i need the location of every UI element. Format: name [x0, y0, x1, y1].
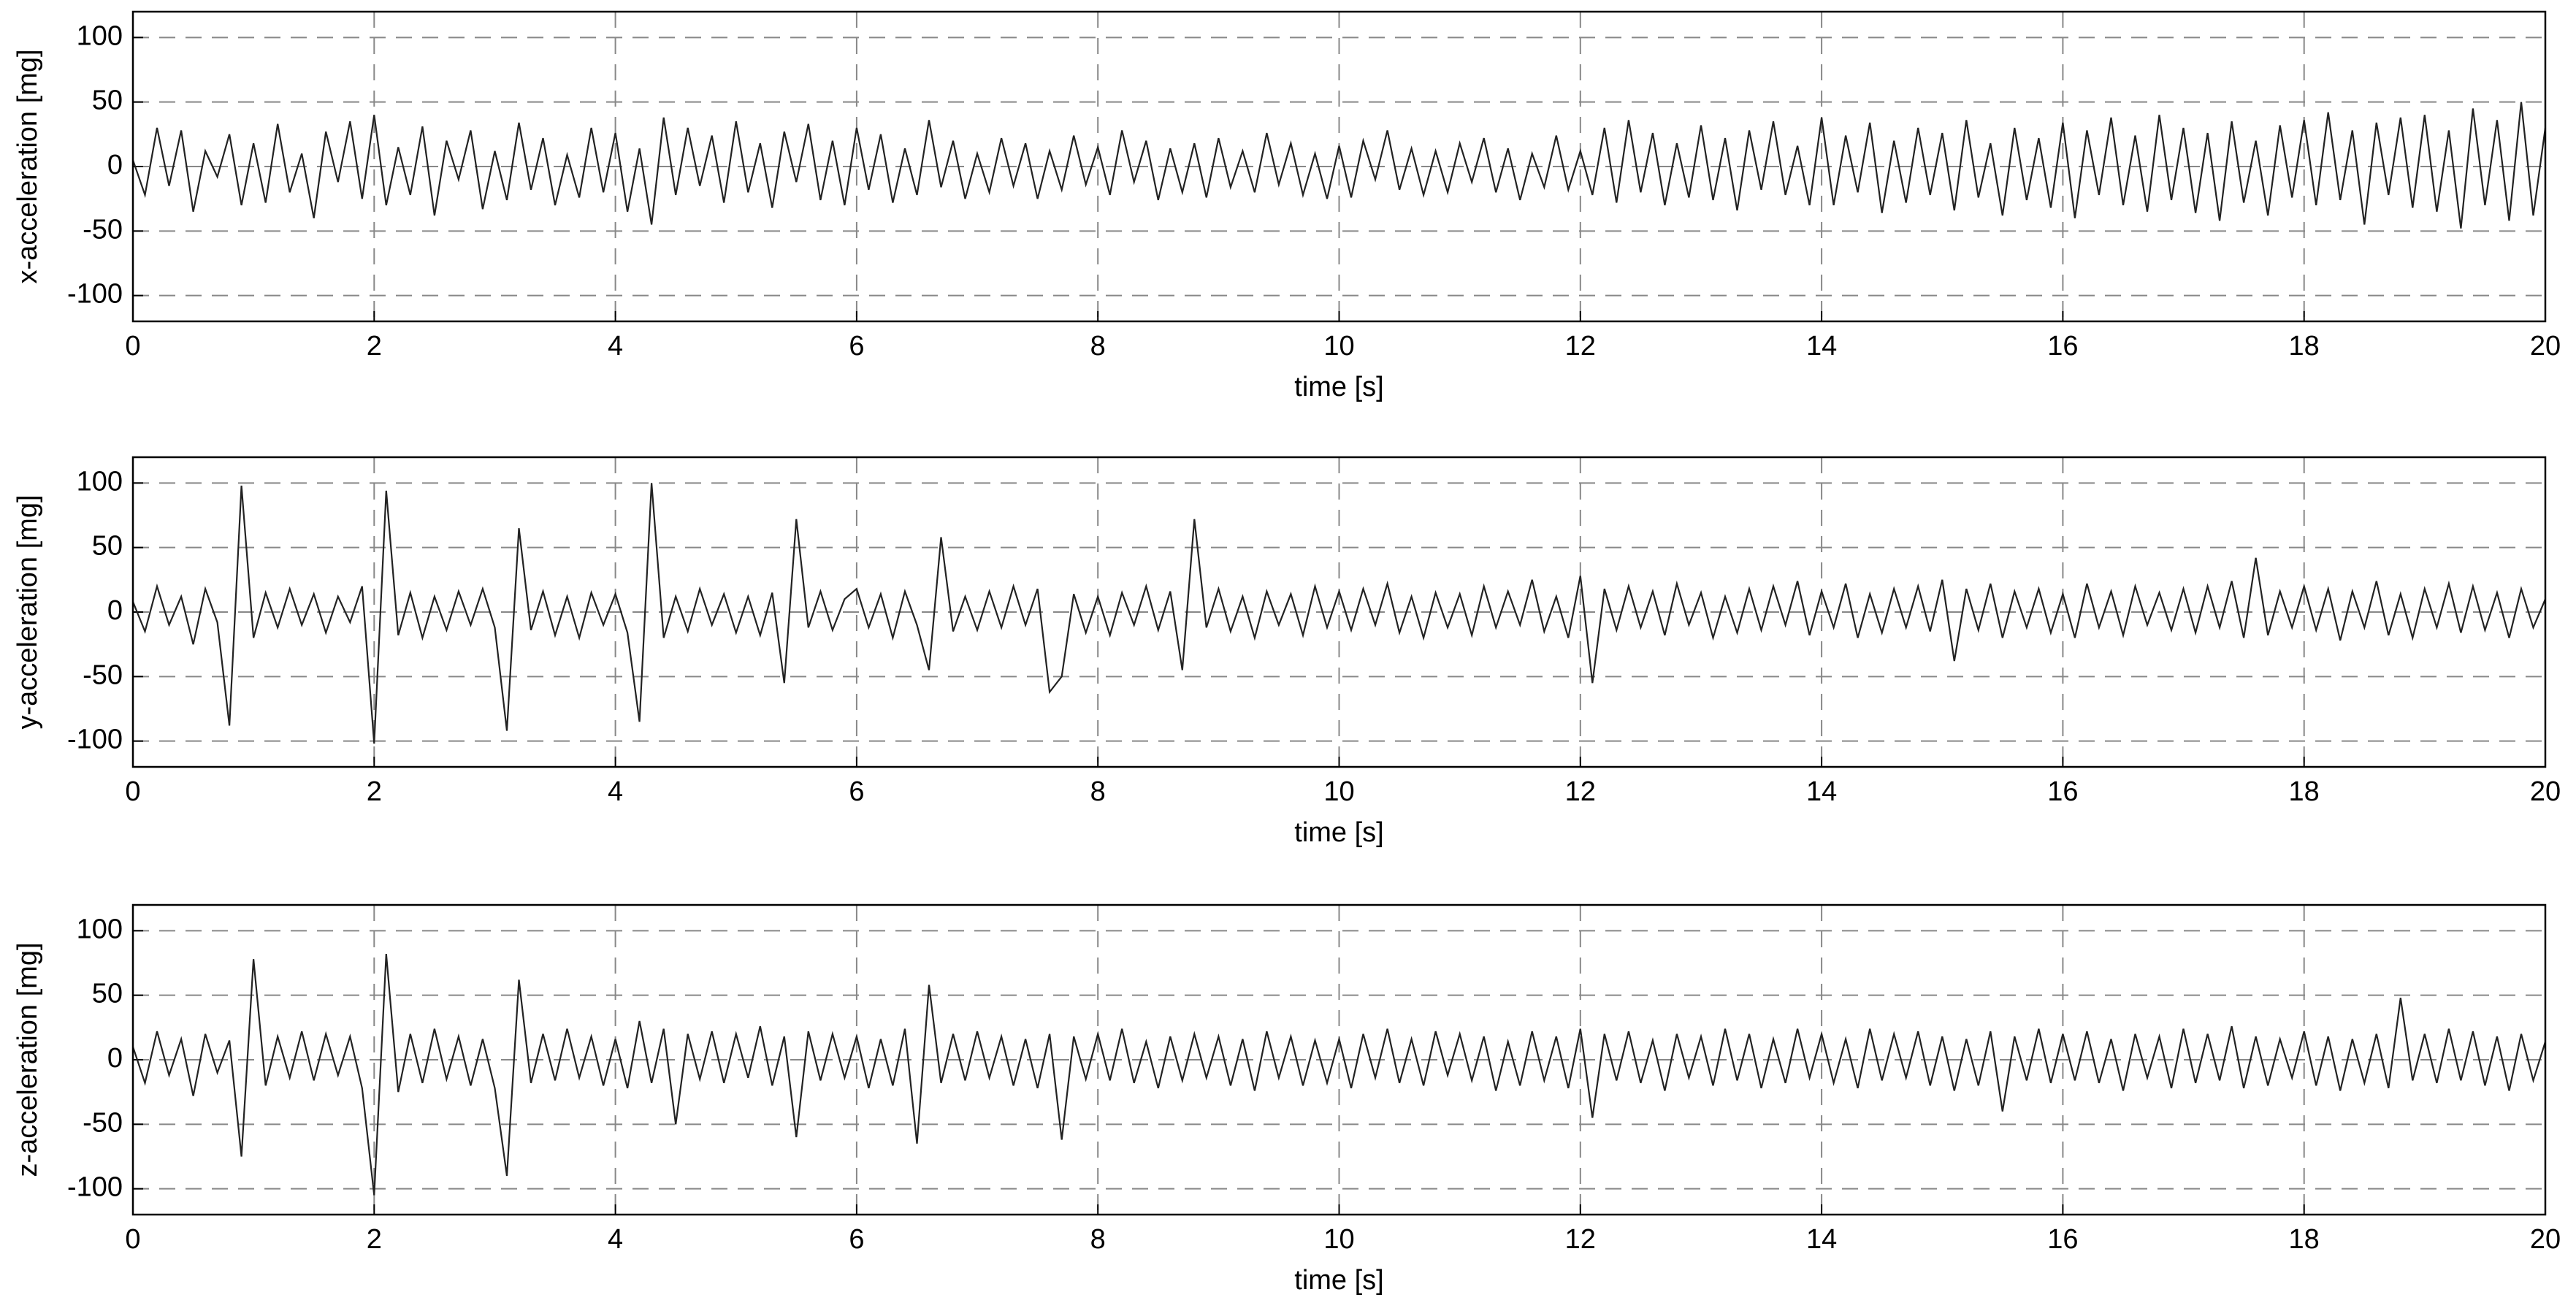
plot-frame — [131, 10, 2547, 323]
x-tick-label: 12 — [1565, 776, 1596, 807]
x-axis-label: time [s] — [1294, 1265, 1383, 1296]
x-tick-label: 12 — [1565, 331, 1596, 362]
x-tick-label: 8 — [1090, 1224, 1106, 1255]
x-axis-label: time [s] — [1294, 372, 1383, 402]
signal-line — [131, 102, 2547, 229]
x-tick-label: 0 — [125, 331, 140, 362]
x-tick-label: 14 — [1806, 331, 1837, 362]
y-axis-label: y-acceleration [mg] — [12, 494, 43, 729]
y-tick-label: 100 — [77, 914, 123, 944]
y-tick-label: -100 — [67, 279, 123, 310]
x-tick-label: 18 — [2289, 331, 2320, 362]
y-tick-label: 100 — [77, 20, 123, 51]
x-tick-label: 0 — [125, 1224, 140, 1255]
y-tick-label: -50 — [83, 1107, 123, 1138]
x-tick-label: 10 — [1323, 331, 1354, 362]
x-tick-label: 8 — [1090, 776, 1106, 807]
y-tick-label: -100 — [67, 725, 123, 755]
x-tick-label: 2 — [367, 776, 382, 807]
x-tick-label: 8 — [1090, 331, 1106, 362]
y-axis-label: x-acceleration [mg] — [12, 49, 43, 283]
x-tick-label: 10 — [1323, 1224, 1354, 1255]
y-tick-label: 50 — [92, 531, 123, 562]
x-tick-label: 14 — [1806, 776, 1837, 807]
plot-frame — [131, 456, 2547, 768]
x-tick-label: 2 — [367, 331, 382, 362]
x-tick-label: 20 — [2530, 776, 2561, 807]
x-tick-label: 14 — [1806, 1224, 1837, 1255]
x-tick-label: 12 — [1565, 1224, 1596, 1255]
y-tick-label: -50 — [83, 214, 123, 245]
y-tick-label: 100 — [77, 466, 123, 497]
x-tick-label: 4 — [608, 331, 623, 362]
y-tick-label: 50 — [92, 85, 123, 116]
y-tick-label: 0 — [107, 595, 123, 626]
y-tick-label: 50 — [92, 979, 123, 1009]
x-tick-label: 18 — [2289, 1224, 2320, 1255]
y-tick-label: -50 — [83, 660, 123, 690]
x-tick-label: 4 — [608, 1224, 623, 1255]
x-tick-label: 16 — [2047, 1224, 2078, 1255]
x-tick-label: 6 — [849, 331, 864, 362]
x-tick-label: 2 — [367, 1224, 382, 1255]
x-axis-label: time [s] — [1294, 817, 1383, 848]
x-tick-label: 6 — [849, 776, 864, 807]
x-tick-label: 20 — [2530, 1224, 2561, 1255]
y-tick-label: -100 — [67, 1172, 123, 1203]
y-tick-label: 0 — [107, 1043, 123, 1074]
x-tick-label: 4 — [608, 776, 623, 807]
signal-line — [131, 483, 2547, 744]
signal-line — [131, 954, 2547, 1196]
x-tick-label: 18 — [2289, 776, 2320, 807]
y-axis-label: z-acceleration [mg] — [12, 942, 43, 1177]
y-tick-label: 0 — [107, 150, 123, 180]
x-tick-label: 10 — [1323, 776, 1354, 807]
plot-frame — [131, 903, 2547, 1216]
x-tick-label: 0 — [125, 776, 140, 807]
x-tick-label: 6 — [849, 1224, 864, 1255]
x-tick-label: 16 — [2047, 331, 2078, 362]
x-tick-label: 16 — [2047, 776, 2078, 807]
x-tick-label: 20 — [2530, 331, 2561, 362]
